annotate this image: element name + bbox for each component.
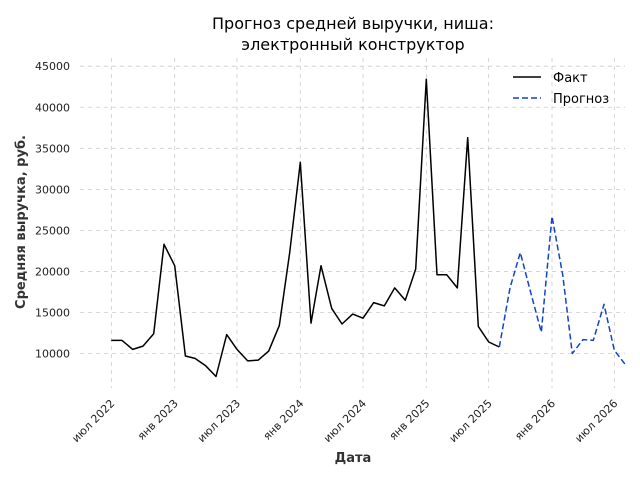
tick-labels: 10000 15000 20000 25000 30000 35000 40000 45000… (35, 60, 620, 445)
series-line-fact (111, 78, 500, 378)
x-axis-label: Дата (335, 451, 372, 466)
y-tick-label: 45000 (35, 60, 70, 73)
chart-title-line-2: электронный конструктор (241, 35, 464, 54)
y-tick-label: 30000 (35, 183, 70, 196)
y-tick-label: 40000 (35, 101, 70, 114)
x-tick-label: янв 2024 (261, 397, 307, 443)
y-tick-label: 20000 (35, 265, 70, 278)
y-tick-label: 10000 (35, 348, 70, 361)
x-tick-label: янв 2025 (387, 397, 433, 443)
x-tick-label: янв 2026 (512, 397, 558, 443)
legend: Факт Прогноз (513, 71, 609, 107)
y-tick-label: 25000 (35, 224, 70, 237)
x-tick-label: июл 2023 (195, 397, 243, 445)
x-tick-label: июл 2025 (447, 397, 495, 445)
series-layer (111, 78, 626, 378)
series-line-forecast (498, 215, 626, 365)
y-tick-label: 15000 (35, 306, 70, 319)
x-tick-label: июл 2022 (69, 397, 117, 445)
chart-title-line-1: Прогноз средней выручки, ниша: (212, 14, 494, 33)
y-axis-label: Средняя выручка, руб. (14, 135, 29, 309)
y-tick-label: 35000 (35, 142, 70, 155)
x-tick-label: июл 2024 (321, 397, 369, 445)
x-tick-label: янв 2023 (135, 397, 181, 443)
legend-label-forecast: Прогноз (553, 92, 609, 107)
legend-label-fact: Факт (553, 71, 588, 86)
x-tick-label: июл 2026 (572, 397, 620, 445)
grid (80, 58, 625, 388)
